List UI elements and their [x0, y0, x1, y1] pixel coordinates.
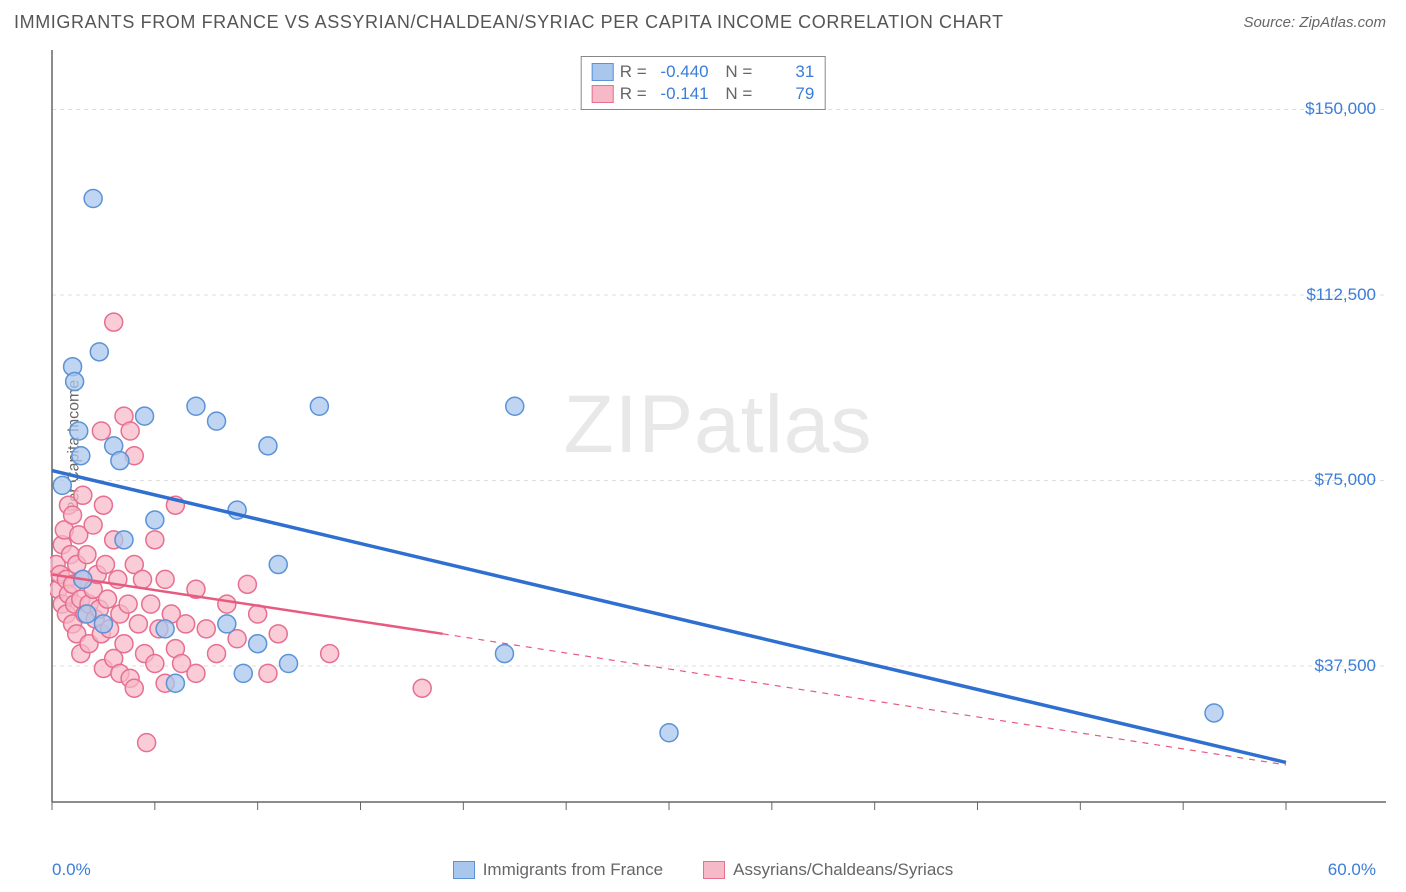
r-value: -0.141 — [653, 84, 709, 104]
r-label: R = — [620, 84, 647, 104]
n-value: 31 — [758, 62, 814, 82]
x-axis-max-label: 60.0% — [1328, 860, 1376, 880]
swatch-icon — [703, 861, 725, 879]
swatch-icon — [592, 63, 614, 81]
y-tick-label: $150,000 — [1305, 99, 1376, 119]
chart-title: IMMIGRANTS FROM FRANCE VS ASSYRIAN/CHALD… — [14, 12, 1004, 33]
y-tick-label: $75,000 — [1315, 470, 1376, 490]
y-tick-label: $112,500 — [1306, 285, 1376, 305]
y-tick-label: $37,500 — [1315, 656, 1376, 676]
legend-label: Immigrants from France — [483, 860, 663, 880]
r-label: R = — [620, 62, 647, 82]
scatter-chart — [50, 50, 1386, 832]
legend-item: Assyrians/Chaldeans/Syriacs — [703, 860, 953, 880]
swatch-icon — [592, 85, 614, 103]
n-value: 79 — [758, 84, 814, 104]
r-value: -0.440 — [653, 62, 709, 82]
chart-area: ZIPatlas — [50, 50, 1386, 832]
legend-row-series-2: R = -0.141 N = 79 — [592, 83, 815, 105]
swatch-icon — [453, 861, 475, 879]
correlation-legend: R = -0.440 N = 31 R = -0.141 N = 79 — [581, 56, 826, 110]
source-label: Source: ZipAtlas.com — [1243, 14, 1386, 31]
series-legend: Immigrants from France Assyrians/Chaldea… — [0, 860, 1406, 880]
legend-item: Immigrants from France — [453, 860, 663, 880]
n-label: N = — [725, 84, 752, 104]
legend-row-series-1: R = -0.440 N = 31 — [592, 61, 815, 83]
n-label: N = — [725, 62, 752, 82]
legend-label: Assyrians/Chaldeans/Syriacs — [733, 860, 953, 880]
